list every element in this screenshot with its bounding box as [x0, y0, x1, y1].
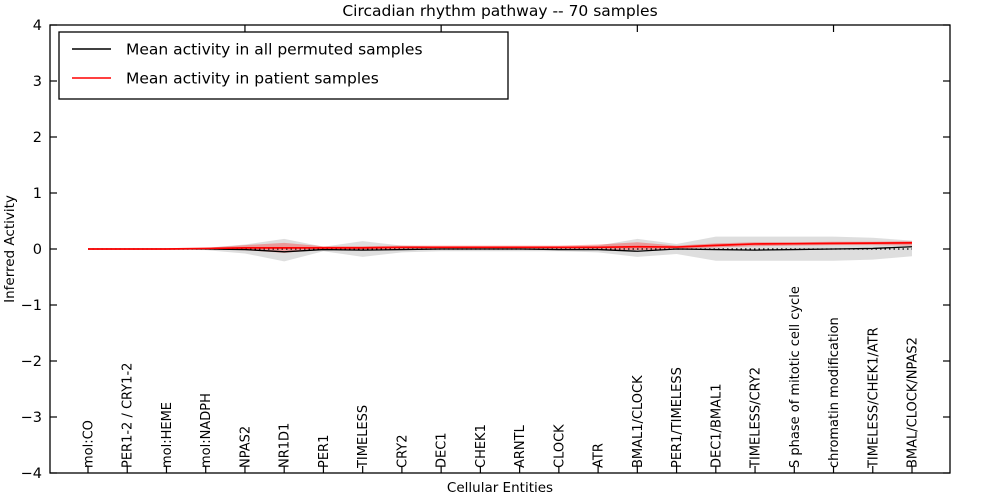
x-category-label: TIMELESS/CRY2: [749, 367, 764, 469]
x-category-label: DEC1/BMAL1: [709, 384, 724, 469]
y-axis-label: Inferred Activity: [2, 195, 18, 303]
x-category-label: mol:CO: [82, 420, 97, 468]
axis-ticks: [50, 24, 950, 474]
x-axis-label: Cellular Entities: [447, 480, 553, 496]
mean-permuted-line: [88, 246, 913, 253]
y-tick-label: −1: [21, 298, 42, 314]
mean-patient-line: [88, 241, 913, 250]
x-category-label: TIMELESS/CHEK1/ATR: [866, 327, 881, 469]
y-tick-labels: 4 3 2 1 0 −1 −2 −3 −4: [21, 18, 42, 482]
y-tick-label: 3: [33, 74, 42, 90]
x-category-label: mol:NADPH: [199, 393, 214, 468]
x-category-label: PER1/TIMELESS: [670, 367, 685, 468]
legend-label-patient: Mean activity in patient samples: [126, 70, 379, 88]
x-category-label: ATR: [592, 443, 607, 468]
x-category-label: NPAS2: [238, 426, 253, 468]
x-category-label: DEC1: [435, 432, 450, 468]
x-category-label: PER1: [317, 435, 332, 468]
x-category-label: CLOCK: [552, 424, 567, 468]
x-category-label: NR1D1: [278, 423, 293, 468]
x-category-label: CRY2: [395, 435, 410, 469]
x-category-label: BMAL/CLOCK/NPAS2: [906, 337, 921, 468]
y-tick-label: 0: [33, 242, 42, 258]
x-category-labels: mol:CO PER1-2 / CRY1-2 mol:HEME mol:NADPH NP…: [82, 286, 921, 469]
x-category-label: BMAL1/CLOCK: [631, 375, 646, 468]
legend-label-permuted: Mean activity in all permuted samples: [126, 41, 423, 59]
y-tick-label: 1: [33, 186, 42, 202]
x-category-label: mol:HEME: [160, 402, 175, 468]
x-category-label: S phase of mitotic cell cycle: [788, 286, 803, 468]
y-tick-label: −4: [21, 466, 42, 482]
y-tick-label: 4: [33, 18, 42, 34]
x-category-label: CHEK1: [474, 424, 489, 468]
x-category-label: PER1-2 / CRY1-2: [121, 363, 136, 468]
x-category-label: chromatin modification: [827, 317, 842, 468]
x-category-label: TIMELESS: [356, 405, 371, 469]
chart-title: Circadian rhythm pathway -- 70 samples: [342, 2, 657, 20]
legend: Mean activity in all permuted samples Me…: [58, 31, 509, 100]
x-category-label: ARNTL: [513, 424, 528, 468]
y-tick-label: −2: [21, 354, 42, 370]
y-tick-label: −3: [21, 410, 42, 426]
y-tick-label: 2: [33, 130, 42, 146]
legend-box: [58, 31, 509, 100]
series-lines: [88, 241, 913, 253]
